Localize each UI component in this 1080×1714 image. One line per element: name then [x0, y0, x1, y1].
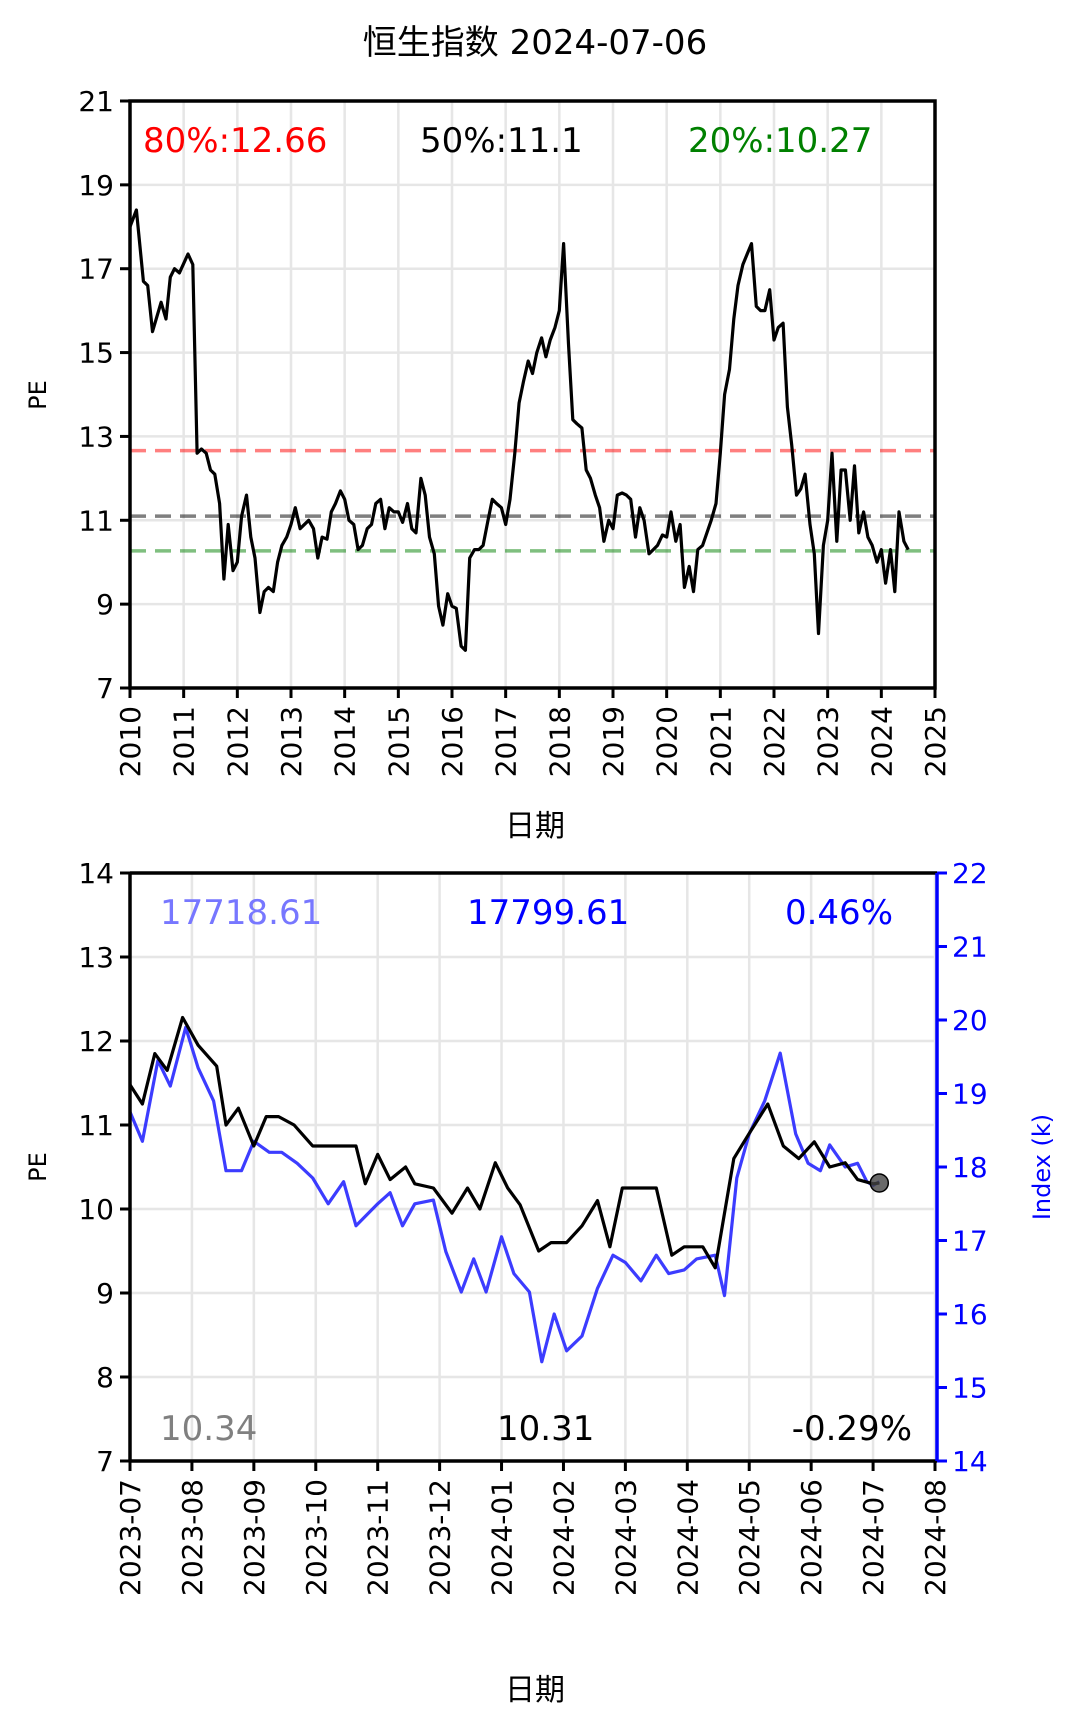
top-xtick-label: 2018 — [543, 706, 576, 777]
pe-change-value: -0.29% — [792, 1409, 912, 1449]
bottom-xtick-label: 2023-08 — [176, 1479, 209, 1596]
bottom-x-axis-label: 日期 — [505, 1673, 565, 1708]
bottom-xtick-label: 2024-02 — [547, 1479, 580, 1596]
top-ytick-label: 21 — [78, 85, 114, 118]
bottom-xtick-label: 2024-03 — [609, 1479, 642, 1596]
top-xtick-label: 2023 — [812, 706, 845, 777]
bottom-ytick-label: 12 — [78, 1025, 114, 1058]
bottom-xtick-label: 2024-06 — [795, 1479, 828, 1596]
bottom-y-axis-label: PE — [24, 1152, 52, 1182]
bottom-right-ytick-label: 19 — [952, 1078, 988, 1111]
top-ytick-label: 9 — [96, 588, 114, 621]
top-ytick-label: 7 — [96, 672, 114, 705]
bottom-ytick-label: 11 — [78, 1109, 114, 1142]
top-pe-line — [128, 208, 910, 652]
top-ytick-label: 17 — [78, 253, 114, 286]
bottom-index-line — [128, 1025, 881, 1364]
top-xtick-label: 2019 — [597, 706, 630, 777]
top-xtick-label: 2016 — [436, 706, 469, 777]
top-y-axis-label: PE — [24, 380, 52, 410]
bottom-right-ytick-label: 21 — [952, 931, 988, 964]
top-x-axis: 2010 2011 2012 2013 2014 2015 2016 2017 2018 2019… — [114, 688, 952, 777]
top-ytick-label: 11 — [78, 504, 114, 537]
bottom-right-ytick-label: 16 — [952, 1298, 988, 1331]
top-x-axis-label: 日期 — [505, 809, 565, 844]
top-xtick-label: 2020 — [651, 706, 684, 777]
top-xtick-label: 2012 — [221, 706, 254, 777]
bottom-xtick-label: 2023-07 — [114, 1479, 147, 1596]
top-xtick-label: 2021 — [704, 706, 737, 777]
bottom-right-ytick-label: 17 — [952, 1225, 988, 1258]
bottom-xtick-label: 2023-10 — [300, 1479, 333, 1596]
top-xtick-label: 2025 — [919, 706, 952, 777]
bottom-xtick-label: 2024-08 — [919, 1479, 952, 1596]
top-xtick-label: 2022 — [758, 706, 791, 777]
top-xtick-label: 2024 — [865, 706, 898, 777]
top-percentile-lines — [130, 448, 935, 553]
bottom-current-point — [869, 1173, 890, 1193]
bottom-xtick-label: 2024-05 — [733, 1479, 766, 1596]
bottom-ytick-label: 10 — [78, 1193, 114, 1226]
bottom-xtick-label: 2024-07 — [857, 1479, 890, 1596]
bottom-pe-line — [128, 1015, 880, 1270]
bottom-right-ytick-label: 22 — [952, 857, 988, 890]
top-annotation-50: 50%:11.1 — [420, 121, 583, 161]
bottom-panel: 7 8 9 10 11 12 13 14 14 15 16 17 18 19 20 21 22 2023-07… — [24, 857, 1056, 1708]
pe-start-value: 10.34 — [160, 1409, 257, 1449]
top-y-axis: 7 9 11 13 15 17 19 21 — [78, 85, 130, 705]
bottom-xtick-label: 2024-01 — [486, 1479, 519, 1596]
index-end-value: 17799.61 — [467, 893, 629, 933]
top-annotation-80: 80%:12.66 — [143, 121, 327, 161]
top-plot-frame — [128, 99, 937, 690]
top-xtick-label: 2014 — [329, 706, 362, 777]
bottom-right-ytick-label: 20 — [952, 1004, 988, 1037]
bottom-ytick-label: 13 — [78, 941, 114, 974]
index-change-value: 0.46% — [785, 893, 893, 933]
bottom-left-y-axis: 7 8 9 10 11 12 13 14 — [78, 857, 130, 1478]
top-xtick-label: 2015 — [382, 706, 415, 777]
top-ytick-label: 13 — [78, 420, 114, 453]
pe-end-value: 10.31 — [497, 1409, 594, 1449]
top-ytick-label: 19 — [78, 169, 114, 202]
top-grid — [128, 99, 937, 690]
top-annotation-20: 20%:10.27 — [688, 121, 872, 161]
bottom-x-axis: 2023-07 2023-08 2023-09 2023-10 2023-11 2023-… — [114, 1461, 952, 1596]
bottom-ytick-label: 14 — [78, 857, 114, 890]
top-xtick-label: 2013 — [275, 706, 308, 777]
bottom-right-y-axis-label: Index (k) — [1028, 1114, 1056, 1220]
bottom-right-ytick-label: 15 — [952, 1372, 988, 1405]
bottom-xtick-label: 2024-04 — [671, 1479, 704, 1596]
index-start-value: 17718.61 — [160, 893, 322, 933]
bottom-right-y-axis: 14 15 16 17 18 19 20 21 22 — [937, 857, 988, 1478]
top-xtick-label: 2017 — [490, 706, 523, 777]
bottom-ytick-label: 9 — [96, 1277, 114, 1310]
bottom-ytick-label: 8 — [96, 1361, 114, 1394]
top-xtick-label: 2011 — [168, 706, 201, 777]
top-xtick-label: 2010 — [114, 706, 147, 777]
bottom-xtick-label: 2023-11 — [362, 1479, 395, 1596]
bottom-xtick-label: 2023-12 — [424, 1479, 457, 1596]
bottom-xtick-label: 2023-09 — [238, 1479, 271, 1596]
bottom-right-ytick-label: 14 — [952, 1445, 988, 1478]
bottom-right-ytick-label: 18 — [952, 1151, 988, 1184]
figure-title: 恒生指数 2024-07-06 — [363, 23, 707, 63]
top-ytick-label: 15 — [78, 337, 114, 370]
bottom-ytick-label: 7 — [96, 1445, 114, 1478]
